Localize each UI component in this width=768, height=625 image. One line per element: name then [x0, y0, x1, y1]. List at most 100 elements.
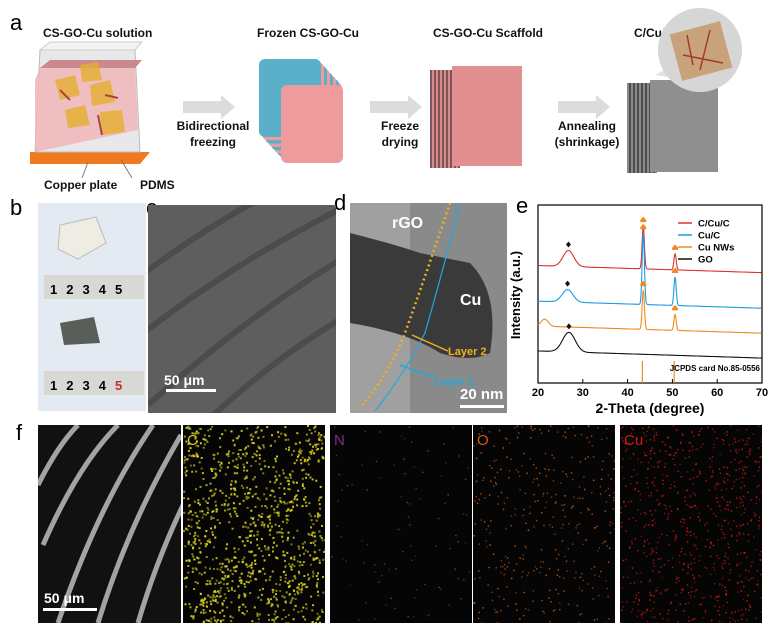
copper-plate-label: Copper plate — [44, 178, 118, 192]
eds-dot — [228, 508, 231, 510]
eds-dot — [657, 587, 659, 589]
eds-dot — [245, 476, 248, 479]
eds-dot — [235, 512, 238, 515]
eds-dot — [652, 562, 654, 564]
eds-dot — [709, 457, 711, 460]
eds-dot — [233, 556, 236, 559]
eds-dot — [478, 498, 480, 501]
eds-dot — [315, 575, 318, 577]
eds-dot — [276, 531, 279, 534]
eds-dot — [502, 565, 504, 568]
eds-dot — [578, 523, 581, 525]
eds-dot — [710, 476, 712, 478]
eds-dot — [273, 511, 276, 514]
eds-dot — [687, 563, 689, 566]
eds-dot — [187, 442, 190, 445]
eds-dot — [314, 539, 317, 542]
sample-white — [57, 216, 107, 260]
eds-dot — [312, 523, 315, 526]
eds-dot — [205, 556, 208, 558]
eds-dot — [215, 474, 217, 477]
eds-dot — [651, 514, 653, 516]
eds-dot — [740, 514, 743, 516]
eds-dot — [294, 496, 296, 499]
eds-dot — [702, 617, 705, 619]
eds-dot — [707, 505, 709, 507]
eds-dot — [627, 576, 629, 579]
eds-dot — [246, 506, 249, 509]
eds-dot — [545, 501, 548, 503]
eds-dot — [197, 535, 200, 538]
eds-dot — [606, 437, 608, 439]
eds-dot — [579, 576, 582, 579]
eds-dot — [291, 579, 294, 582]
eds-dot — [249, 541, 252, 544]
eds-dot — [270, 598, 272, 601]
eds-dot — [727, 522, 729, 524]
eds-dot — [191, 432, 194, 435]
eds-dot — [253, 452, 256, 455]
eds-dot — [629, 547, 631, 549]
eds-dot — [637, 549, 639, 552]
eds-dot — [725, 488, 728, 490]
eds-dot — [209, 580, 212, 583]
eds-dot — [742, 439, 744, 441]
eds-dot — [214, 488, 217, 491]
eds-dot — [495, 483, 498, 486]
eds-dot — [711, 428, 714, 431]
eds-dot — [312, 604, 314, 607]
eds-dot — [225, 583, 228, 586]
eds-dot — [548, 568, 551, 570]
eds-dot — [660, 566, 662, 568]
eds-dot — [540, 566, 542, 569]
eds-dot — [738, 440, 740, 442]
eds-dot — [644, 454, 646, 457]
eds-dot — [555, 588, 557, 591]
eds-dot — [599, 493, 602, 495]
eds-dot — [761, 438, 762, 440]
eds-dot — [736, 564, 738, 567]
eds-dot — [259, 570, 262, 573]
eds-dot — [203, 620, 205, 623]
eds-dot — [284, 559, 286, 562]
eds-dot — [723, 466, 725, 468]
eds-dot — [690, 562, 693, 565]
eds-dot — [220, 466, 223, 469]
eds-dot — [744, 472, 746, 474]
eds-dot — [234, 566, 237, 569]
eds-dot — [680, 441, 682, 443]
eds-dot — [747, 443, 749, 445]
eds-dot — [275, 598, 278, 601]
tick: 2 — [66, 378, 74, 393]
eds-dot — [581, 497, 584, 500]
eds-dot — [592, 456, 595, 458]
eds-dot — [254, 431, 257, 434]
eds-dot — [591, 492, 593, 494]
eds-dot — [435, 545, 437, 547]
eds-dot — [290, 566, 293, 569]
eds-dot — [277, 605, 280, 608]
eds-dot — [283, 502, 286, 505]
eds-dot — [294, 598, 297, 600]
eds-dot — [185, 469, 188, 472]
eds-dot — [308, 512, 311, 515]
eds-dot — [735, 469, 737, 471]
eds-dot — [665, 450, 667, 452]
eds-dot — [750, 450, 752, 452]
eds-dot — [288, 593, 291, 596]
eds-dot — [689, 442, 692, 444]
eds-dot — [202, 603, 205, 606]
eds-dot — [242, 453, 245, 456]
eds-dot — [294, 577, 297, 580]
eds-dot — [638, 598, 640, 600]
eds-dot — [256, 427, 259, 429]
eds-dot — [736, 429, 739, 431]
eds-dot — [741, 581, 743, 583]
eds-dot — [700, 603, 702, 605]
eds-dot — [609, 521, 612, 523]
eds-dot — [757, 470, 760, 472]
eds-dot — [662, 483, 664, 485]
eds-dot — [194, 540, 196, 543]
eds-dot — [188, 560, 191, 563]
eds-dot — [648, 580, 651, 583]
